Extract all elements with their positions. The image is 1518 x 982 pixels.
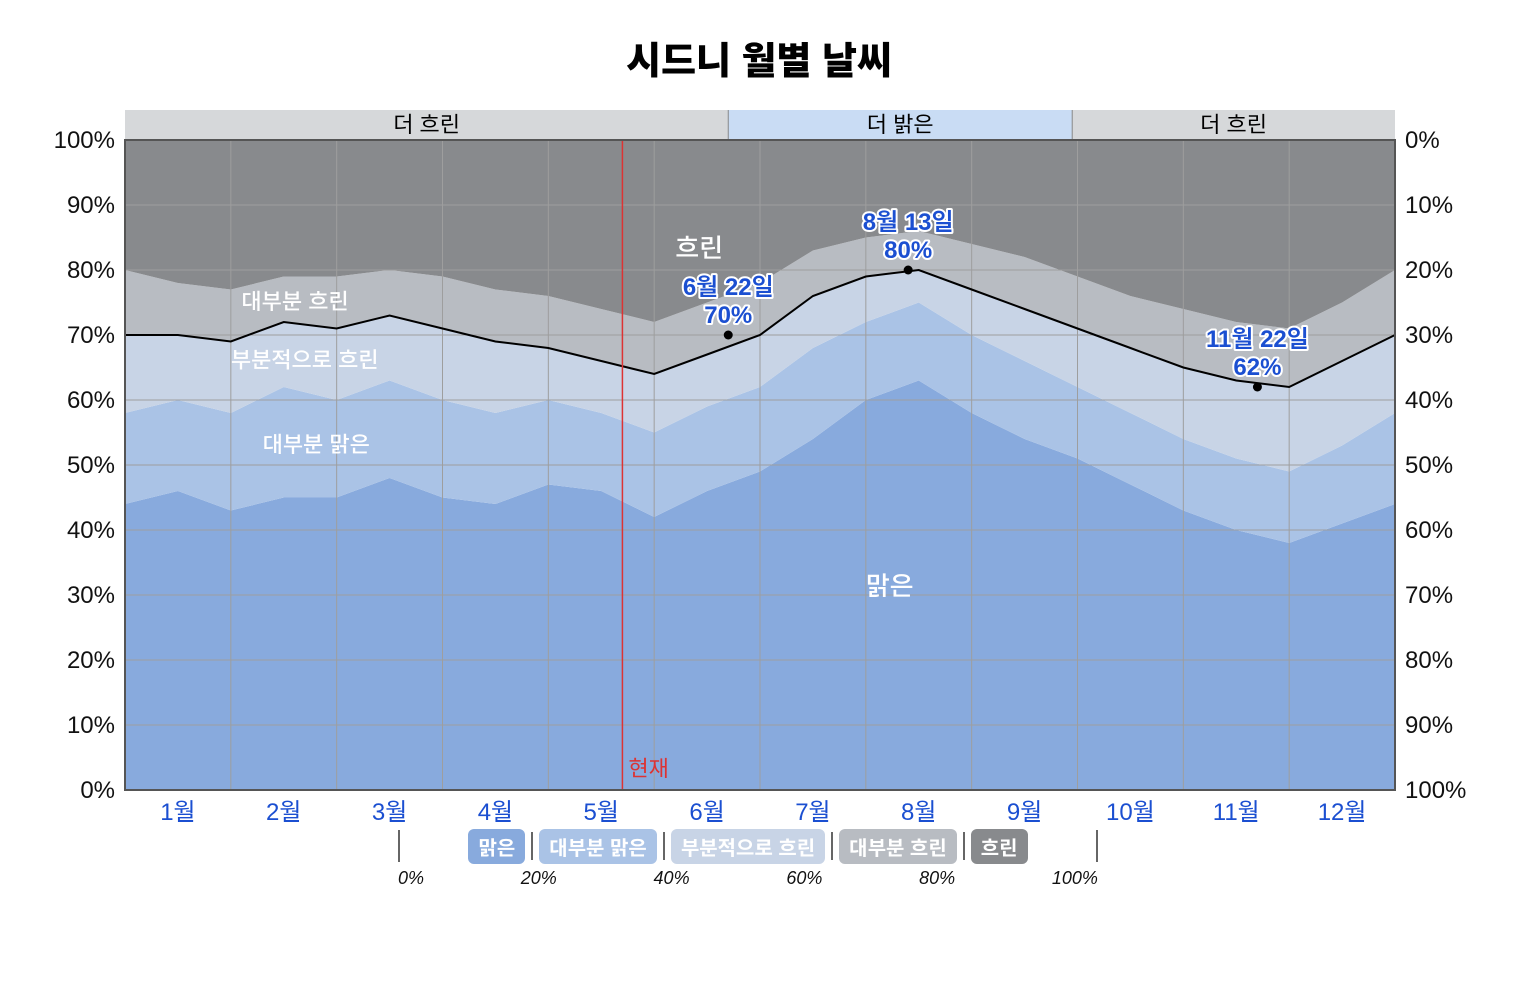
callout-text: 70%	[704, 302, 752, 329]
area-label: 흐린	[675, 233, 723, 263]
legend-separator	[963, 832, 965, 860]
y-right-tick-label: 90%	[1405, 712, 1453, 739]
y-right-tick-label: 40%	[1405, 387, 1453, 414]
x-tick-label: 4월	[478, 799, 513, 826]
legend-scale: 0% 20% 40% 60% 80% 100%	[398, 868, 1098, 889]
y-left-tick-label: 80%	[67, 257, 115, 284]
x-tick-label: 5월	[584, 799, 619, 826]
x-tick-label: 10월	[1106, 799, 1155, 826]
y-left-tick-label: 60%	[67, 387, 115, 414]
chart-container: 시드니 월별 날씨 더 흐린더 밝은더 흐린현재맑은대부분 맑은부분적으로 흐린…	[0, 0, 1518, 982]
callout-dot	[904, 266, 913, 275]
legend: 맑은 대부분 맑은 부분적으로 흐린 대부분 흐린 흐린 0% 20% 40% 60% 80% 10…	[398, 830, 1098, 889]
legend-separator	[531, 832, 533, 860]
legend-scale-label: 100%	[1052, 868, 1098, 889]
y-left-tick-label: 30%	[67, 582, 115, 609]
legend-chip: 흐린	[971, 829, 1028, 864]
legend-scale-label: 60%	[786, 868, 822, 889]
y-right-tick-label: 20%	[1405, 257, 1453, 284]
y-right-tick-label: 80%	[1405, 647, 1453, 674]
callout-text: 62%	[1233, 354, 1281, 381]
y-left-tick-label: 40%	[67, 517, 115, 544]
callout-dot	[724, 331, 733, 340]
legend-scale-label: 0%	[398, 868, 424, 889]
area-label: 대부분 맑은	[263, 432, 370, 457]
callout-text: 80%	[884, 237, 932, 264]
x-tick-label: 6월	[689, 799, 724, 826]
y-left-tick-label: 0%	[80, 777, 115, 804]
y-right-tick-label: 100%	[1405, 777, 1466, 804]
x-tick-label: 9월	[1007, 799, 1042, 826]
area-label: 대부분 흐린	[241, 289, 348, 314]
area-label: 부분적으로 흐린	[231, 348, 379, 373]
y-left-tick-label: 10%	[67, 712, 115, 739]
legend-chip: 대부분 맑은	[539, 829, 657, 864]
y-left-tick-label: 70%	[67, 322, 115, 349]
x-tick-label: 2월	[266, 799, 301, 826]
x-tick-label: 8월	[901, 799, 936, 826]
y-right-tick-label: 30%	[1405, 322, 1453, 349]
legend-separator	[663, 832, 665, 860]
x-tick-label: 11월	[1213, 799, 1260, 826]
callout-text: 11월 22일	[1206, 326, 1309, 353]
callout-text: 8월 13일	[863, 209, 954, 236]
area-label: 맑은	[866, 571, 914, 601]
legend-chip: 부분적으로 흐린	[671, 829, 825, 864]
y-left-tick-label: 50%	[67, 452, 115, 479]
x-tick-label: 12월	[1318, 799, 1367, 826]
legend-row: 맑은 대부분 맑은 부분적으로 흐린 대부분 흐린 흐린	[398, 830, 1098, 862]
y-right-tick-label: 70%	[1405, 582, 1453, 609]
callout-dot	[1253, 383, 1262, 392]
legend-separator	[831, 832, 833, 860]
x-tick-label: 3월	[372, 799, 407, 826]
top-band-label: 더 밝은	[867, 112, 934, 137]
x-tick-label: 1월	[160, 799, 195, 826]
y-right-tick-label: 10%	[1405, 192, 1453, 219]
legend-chip: 대부분 흐린	[839, 829, 957, 864]
chart-title: 시드니 월별 날씨	[0, 30, 1518, 85]
x-tick-label: 7월	[795, 799, 830, 826]
legend-scale-label: 80%	[919, 868, 955, 889]
legend-scale-label: 40%	[654, 868, 690, 889]
legend-chip: 맑은	[468, 829, 525, 864]
y-right-tick-label: 50%	[1405, 452, 1453, 479]
y-right-tick-label: 60%	[1405, 517, 1453, 544]
y-left-tick-label: 100%	[54, 127, 115, 154]
y-left-tick-label: 20%	[67, 647, 115, 674]
callout-text: 6월 22일	[683, 274, 774, 301]
y-left-tick-label: 90%	[67, 192, 115, 219]
now-label: 현재	[628, 756, 668, 781]
y-right-tick-label: 0%	[1405, 127, 1440, 154]
legend-scale-label: 20%	[521, 868, 557, 889]
top-band-label: 더 흐린	[393, 112, 460, 137]
top-band-label: 더 흐린	[1200, 112, 1267, 137]
